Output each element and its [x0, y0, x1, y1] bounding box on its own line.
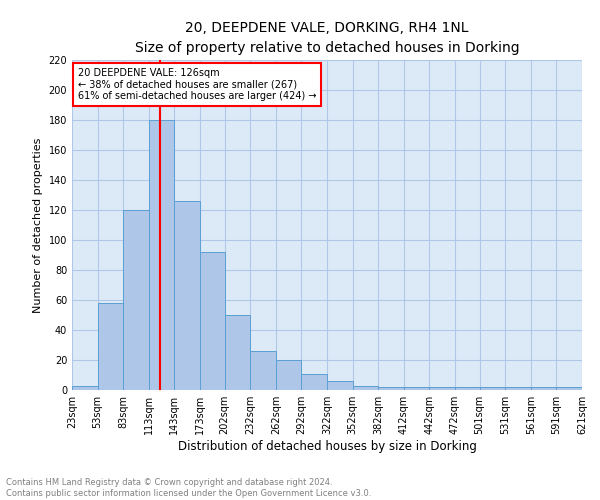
Y-axis label: Number of detached properties: Number of detached properties	[33, 138, 43, 312]
Bar	[123, 210, 149, 390]
Bar	[72, 386, 98, 390]
Bar	[378, 387, 404, 390]
Bar	[404, 387, 430, 390]
Bar	[455, 387, 479, 390]
Bar	[200, 252, 224, 390]
Bar	[276, 360, 301, 390]
Bar	[531, 387, 556, 390]
Bar	[556, 387, 582, 390]
Bar	[353, 386, 378, 390]
Bar	[479, 387, 505, 390]
Bar	[175, 201, 200, 390]
Bar	[98, 303, 123, 390]
Text: 20 DEEPDENE VALE: 126sqm
← 38% of detached houses are smaller (267)
61% of semi-: 20 DEEPDENE VALE: 126sqm ← 38% of detach…	[78, 68, 316, 100]
Bar	[505, 387, 531, 390]
Text: Contains HM Land Registry data © Crown copyright and database right 2024.
Contai: Contains HM Land Registry data © Crown c…	[6, 478, 371, 498]
Bar	[149, 120, 175, 390]
Bar	[224, 315, 250, 390]
Bar	[430, 387, 455, 390]
Title: 20, DEEPDENE VALE, DORKING, RH4 1NL
Size of property relative to detached houses: 20, DEEPDENE VALE, DORKING, RH4 1NL Size…	[134, 21, 520, 54]
X-axis label: Distribution of detached houses by size in Dorking: Distribution of detached houses by size …	[178, 440, 476, 453]
Bar	[250, 351, 276, 390]
Bar	[301, 374, 327, 390]
Bar	[327, 381, 353, 390]
